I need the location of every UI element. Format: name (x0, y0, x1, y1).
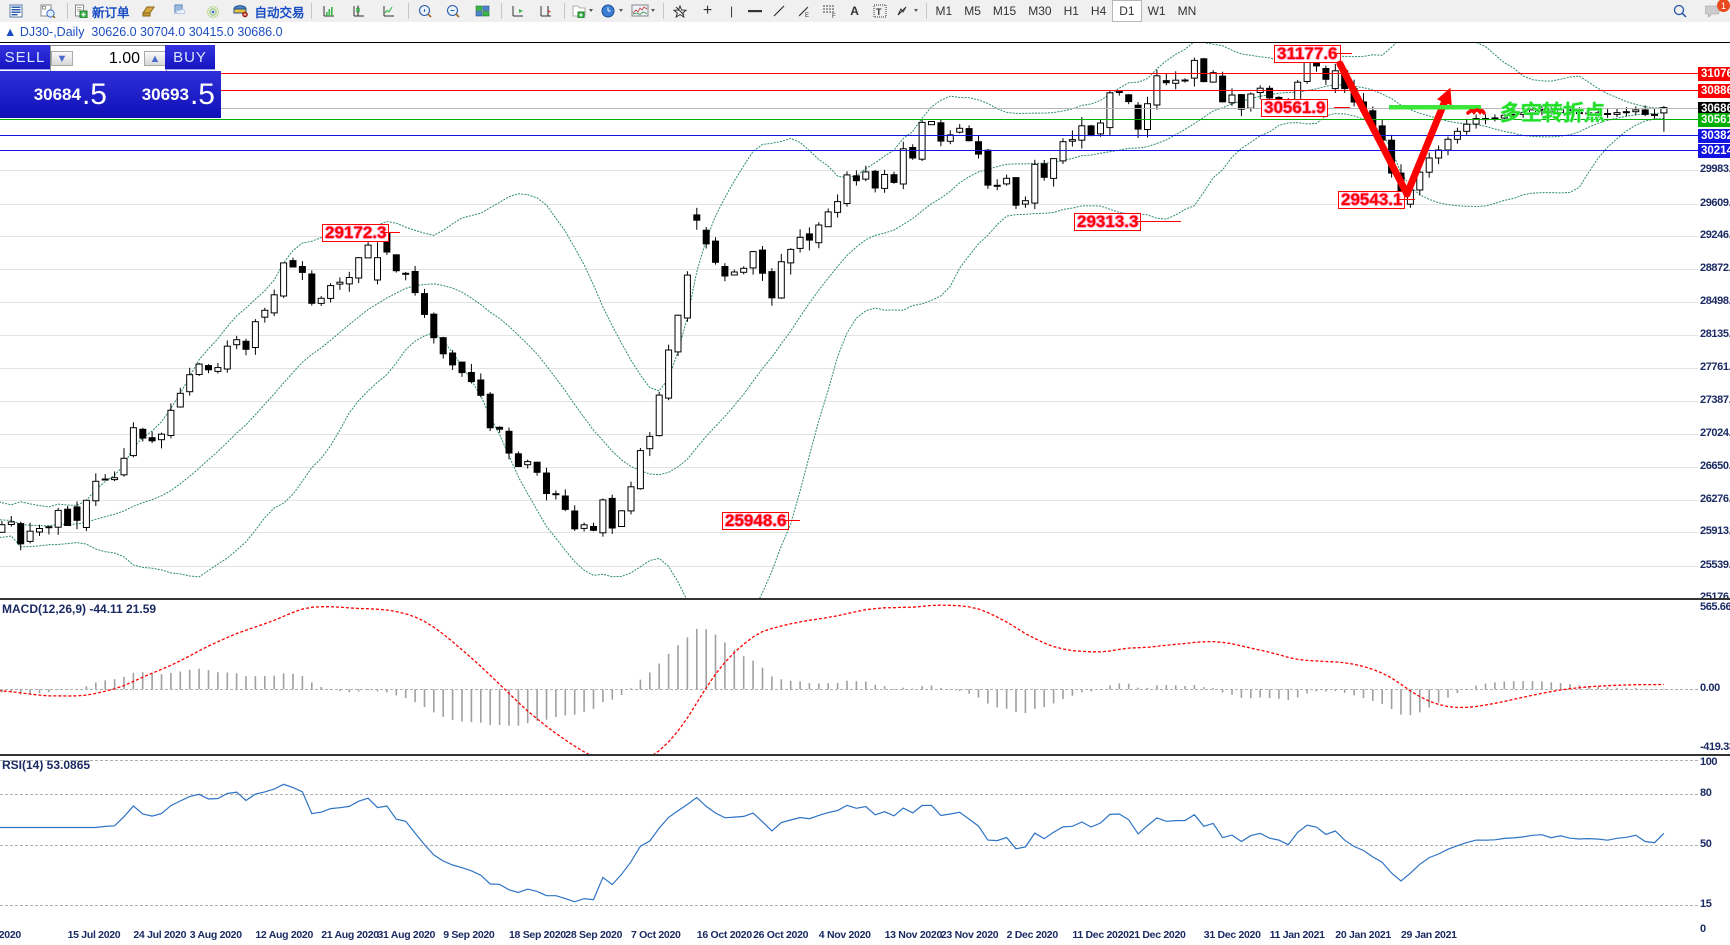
svg-text:F: F (832, 14, 836, 18)
svg-text:E: E (805, 13, 809, 18)
svg-text:T: T (876, 7, 882, 17)
